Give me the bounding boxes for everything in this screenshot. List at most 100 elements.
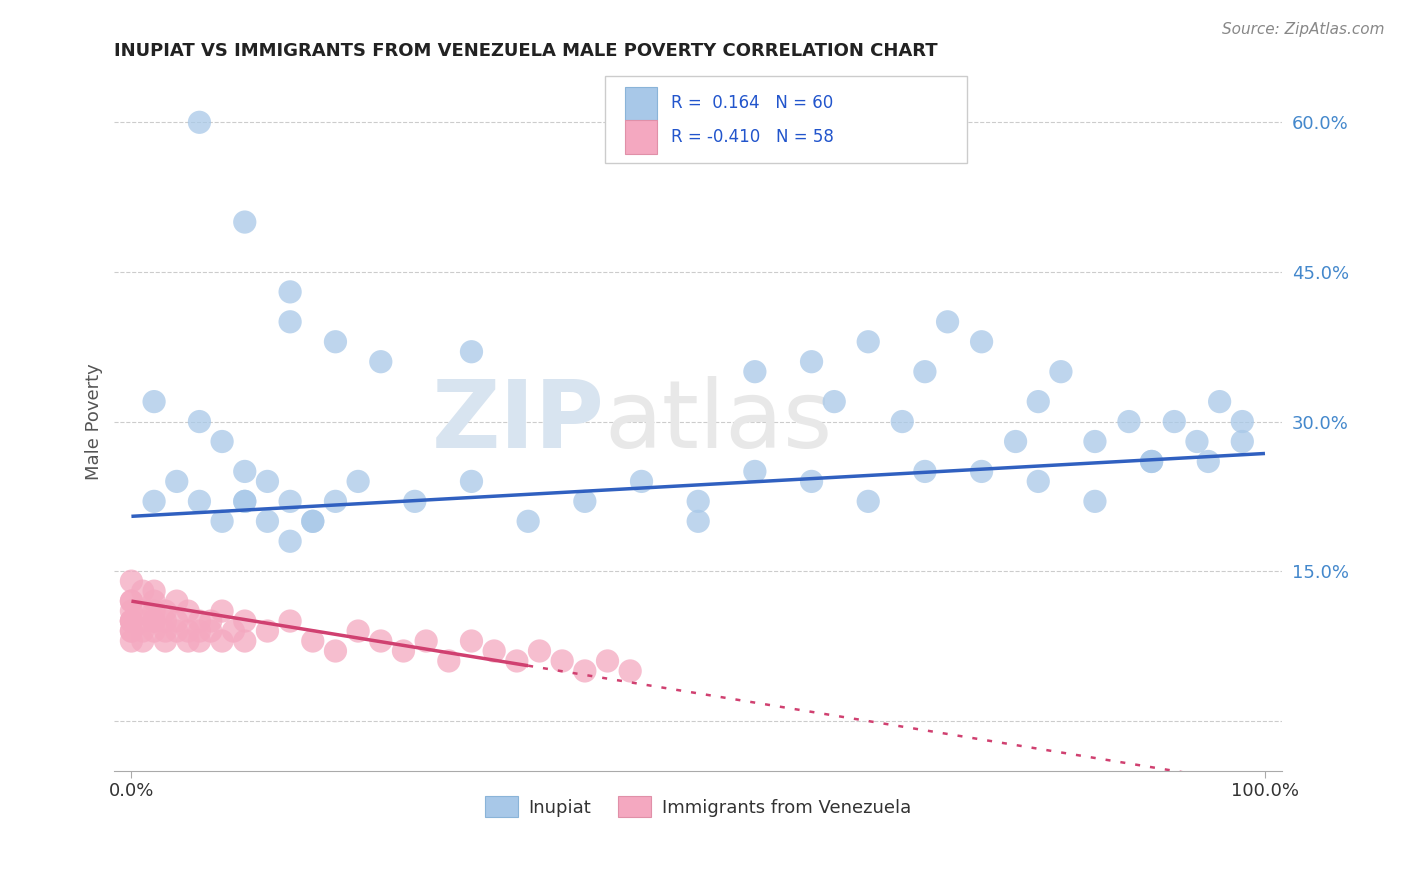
Point (188, 634, 211, 648)
Point (437, 654, 460, 668)
Point (1050, 365, 1073, 379)
Point (120, 614, 142, 628)
Point (143, 604, 166, 618)
Point (1163, 415, 1185, 429)
Point (143, 494, 166, 508)
Point (506, 654, 529, 668)
Point (858, 494, 880, 508)
Point (143, 594, 166, 608)
Point (574, 664, 596, 678)
Point (166, 475, 188, 489)
Point (914, 465, 936, 479)
Point (1084, 434, 1107, 449)
Point (460, 344, 482, 359)
Point (120, 594, 142, 608)
Point (188, 494, 211, 508)
Point (858, 334, 880, 349)
Point (256, 624, 278, 638)
Bar (624, 87, 658, 120)
Point (1004, 434, 1026, 449)
Point (120, 624, 142, 638)
Text: ZIP: ZIP (432, 376, 605, 467)
Point (211, 634, 233, 648)
Point (1185, 434, 1208, 449)
Point (120, 604, 142, 618)
Y-axis label: Male Poverty: Male Poverty (86, 363, 103, 480)
Point (347, 624, 370, 638)
Point (1208, 394, 1230, 409)
FancyBboxPatch shape (605, 76, 967, 163)
Point (1140, 454, 1163, 468)
Text: R = -0.410   N = 58: R = -0.410 N = 58 (671, 128, 834, 146)
Point (415, 634, 437, 648)
Point (211, 604, 233, 618)
Point (155, 634, 177, 648)
Point (301, 514, 323, 528)
Point (132, 624, 155, 638)
Text: R =  0.164   N = 60: R = 0.164 N = 60 (671, 95, 834, 112)
Point (460, 475, 482, 489)
Point (143, 394, 166, 409)
Point (188, 614, 211, 628)
Point (1026, 394, 1049, 409)
Point (143, 614, 166, 628)
Point (200, 614, 222, 628)
Point (211, 514, 233, 528)
Point (460, 634, 482, 648)
Point (482, 644, 505, 658)
Point (325, 644, 347, 658)
Point (256, 475, 278, 489)
Point (1197, 454, 1219, 468)
Point (177, 604, 200, 618)
Point (800, 355, 823, 369)
Point (392, 644, 415, 658)
Text: INUPIAT VS IMMIGRANTS FROM VENEZUELA MALE POVERTY CORRELATION CHART: INUPIAT VS IMMIGRANTS FROM VENEZUELA MAL… (114, 42, 938, 60)
Point (222, 624, 245, 638)
Point (233, 614, 256, 628)
Point (936, 315, 959, 329)
Point (404, 494, 426, 508)
Point (630, 475, 652, 489)
Point (188, 624, 211, 638)
Point (132, 584, 155, 599)
Point (325, 334, 347, 349)
Point (596, 654, 619, 668)
Point (370, 634, 392, 648)
Point (301, 514, 323, 528)
Point (233, 494, 256, 508)
Text: Source: ZipAtlas.com: Source: ZipAtlas.com (1222, 22, 1385, 37)
Point (166, 594, 188, 608)
Point (370, 355, 392, 369)
Point (301, 634, 323, 648)
Point (132, 614, 155, 628)
Point (120, 594, 142, 608)
Point (188, 115, 211, 129)
Point (1232, 434, 1254, 449)
Point (517, 514, 540, 528)
Bar (624, 120, 658, 154)
Point (278, 494, 301, 508)
Point (1140, 454, 1163, 468)
Point (325, 494, 347, 508)
Point (800, 475, 823, 489)
Point (970, 465, 993, 479)
Point (155, 604, 177, 618)
Point (529, 644, 551, 658)
Point (233, 494, 256, 508)
Point (1026, 475, 1049, 489)
Point (177, 624, 200, 638)
Point (120, 634, 142, 648)
Point (120, 624, 142, 638)
Point (233, 634, 256, 648)
Point (143, 614, 166, 628)
Point (891, 415, 914, 429)
Point (166, 614, 188, 628)
Point (233, 465, 256, 479)
Point (188, 415, 211, 429)
Point (278, 534, 301, 549)
Point (143, 584, 166, 599)
Point (347, 475, 370, 489)
Point (256, 514, 278, 528)
Point (619, 664, 641, 678)
Point (177, 634, 200, 648)
